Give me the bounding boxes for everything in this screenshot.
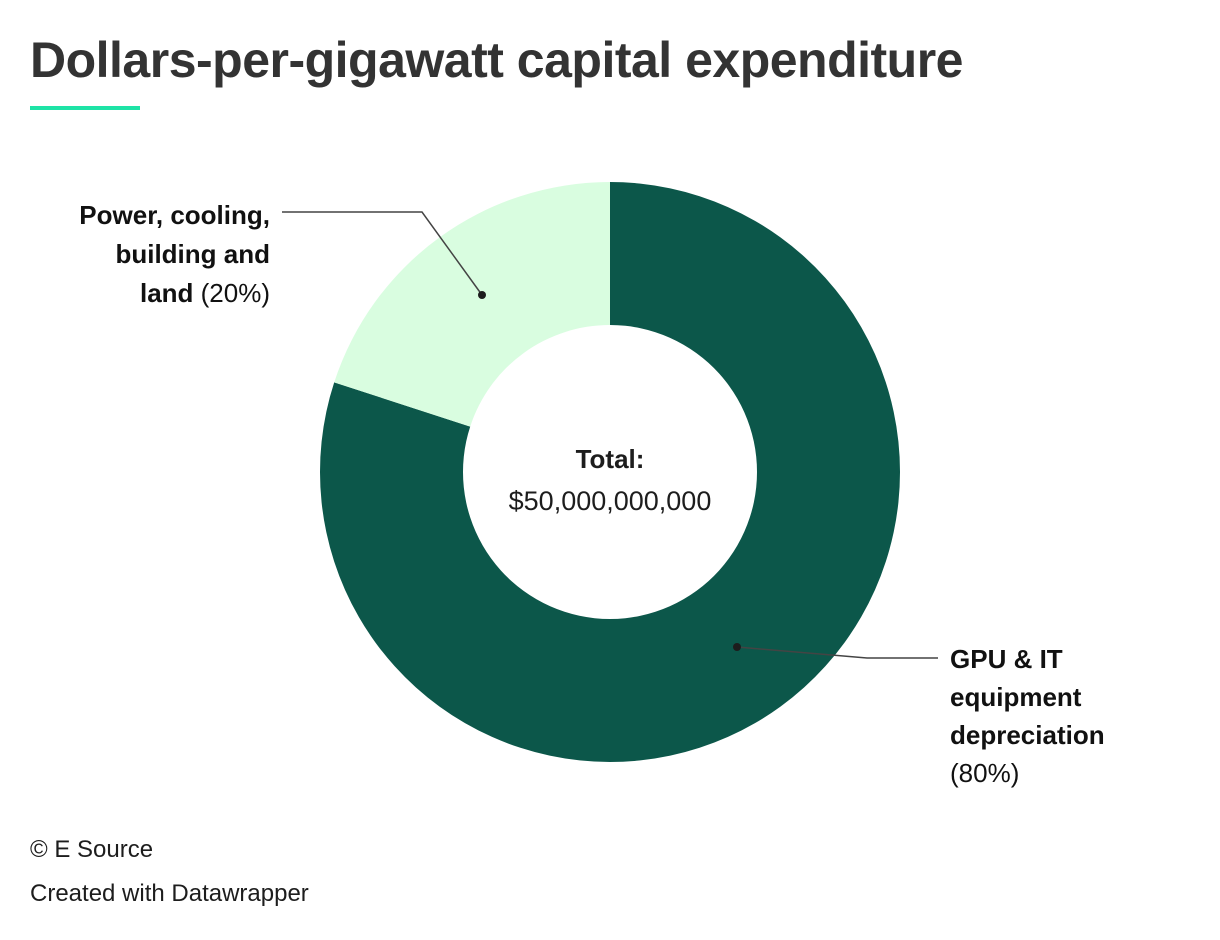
donut-slice-gpu-it [320, 181, 901, 762]
donut-slices [320, 181, 901, 762]
leader-dot-power-cooling [478, 291, 486, 299]
slice-percent-power-cooling: (20%) [201, 278, 270, 308]
leader-lines [282, 211, 938, 659]
slice-percent-gpu-it: (80%) [950, 758, 1019, 788]
chart-title: Dollars-per-gigawatt capital expenditure [30, 32, 963, 88]
donut-slice-power-cooling [334, 181, 610, 427]
copyright-note: © E Source [30, 836, 154, 863]
leader-dot-gpu-it [733, 643, 741, 651]
datawrapper-credit: Created with Datawrapper [30, 880, 309, 907]
slice-label-power-cooling: Power, cooling, building and land (20%) [79, 200, 270, 308]
slice-label-gpu-it: GPU & IT equipment depreciation (80%) [950, 644, 1105, 788]
title-accent-underline [30, 106, 140, 110]
leader-line-gpu-it [736, 646, 938, 659]
center-total-value: $50,000,000,000 [509, 486, 712, 516]
slice-labels: GPU & IT equipment depreciation (80%) Power,… [79, 200, 1104, 788]
center-total-heading: Total: [576, 444, 645, 474]
leader-line-power-cooling [282, 211, 483, 296]
